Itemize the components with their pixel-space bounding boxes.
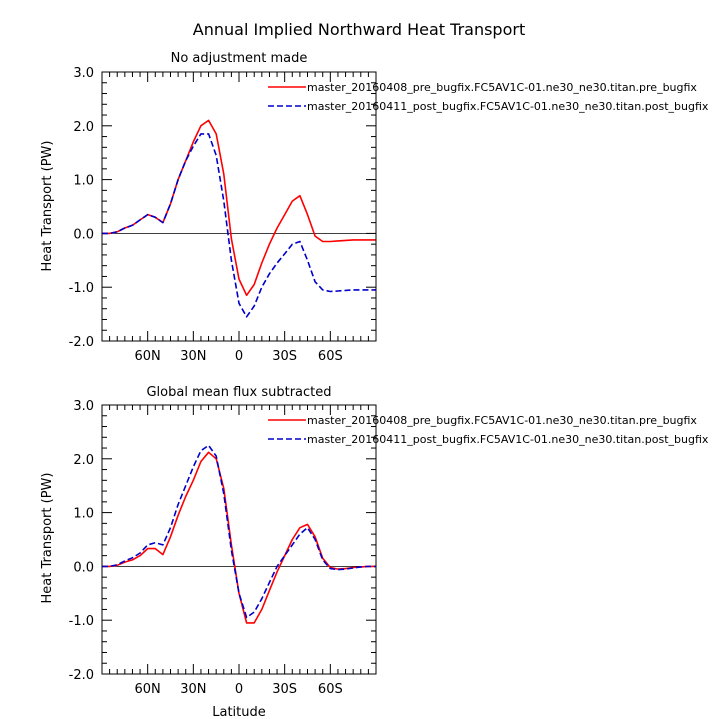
- y-tick-label: -2.0: [69, 668, 94, 683]
- y-axis-label: Heat Transport (PW): [40, 473, 55, 604]
- series-line-2: [102, 133, 376, 318]
- panel-title: Global mean flux subtracted: [146, 385, 331, 400]
- legend: master_20160408_pre_bugfix.FC5AV1C-01.ne…: [268, 414, 709, 446]
- y-tick-label: 1.0: [73, 507, 94, 522]
- y-tick-label: -2.0: [69, 335, 94, 350]
- y-tick-label: 3.0: [73, 399, 94, 414]
- y-axis-label: Heat Transport (PW): [40, 141, 55, 272]
- x-tick-label: 30S: [272, 682, 297, 697]
- x-tick-label: 60N: [135, 349, 161, 364]
- legend-label-1: master_20160408_pre_bugfix.FC5AV1C-01.ne…: [307, 81, 697, 94]
- series-line-1: [102, 451, 376, 624]
- plot-frame: [101, 71, 377, 342]
- y-tick-label: -1.0: [69, 614, 94, 629]
- y-tick-label: 1.0: [73, 174, 94, 189]
- legend-label-1: master_20160408_pre_bugfix.FC5AV1C-01.ne…: [307, 414, 697, 427]
- x-tick-label: 30N: [180, 682, 206, 697]
- x-tick-label: 60N: [135, 682, 161, 697]
- panel-title: No adjustment made: [171, 51, 308, 66]
- y-tick-label: 0.0: [73, 227, 94, 242]
- y-tick-label: 2.0: [73, 453, 94, 468]
- series-line-2: [102, 444, 376, 619]
- y-tick-label: 3.0: [73, 66, 94, 81]
- series-line-1: [102, 119, 376, 297]
- plot-area: 60N 30N 0 30S 60S -2.0 -1.0 0.0 1.0 2.0 3.0 master_…: [69, 399, 709, 697]
- x-tick-label: 0: [235, 349, 243, 364]
- y-tick-label: 0.0: [73, 560, 94, 575]
- x-tick-label: 30N: [180, 349, 206, 364]
- plot-area: 60N 30N 0 30S 60S -2.0 -1.0 0.0 1.0 2.0 3.0 master_…: [69, 66, 709, 364]
- legend-label-2: master_20160411_post_bugfix.FC5AV1C-01.n…: [307, 100, 709, 113]
- x-tick-label: 60S: [318, 349, 343, 364]
- y-tick-label: -1.0: [69, 281, 94, 296]
- x-tick-label: 0: [235, 682, 243, 697]
- legend-label-2: master_20160411_post_bugfix.FC5AV1C-01.n…: [307, 433, 709, 446]
- panel-bottom: Global mean flux subtracted Heat Transpo…: [40, 385, 709, 719]
- x-axis-label: Latitude: [212, 705, 266, 719]
- y-tick-label: 2.0: [73, 120, 94, 135]
- plot-frame: [101, 404, 377, 675]
- legend: master_20160408_pre_bugfix.FC5AV1C-01.ne…: [268, 81, 709, 113]
- panel-top: No adjustment made Heat Transport (PW) 6…: [40, 51, 709, 364]
- x-tick-label: 60S: [318, 682, 343, 697]
- x-tick-label: 30S: [272, 349, 297, 364]
- figure-title: Annual Implied Northward Heat Transport: [193, 20, 525, 39]
